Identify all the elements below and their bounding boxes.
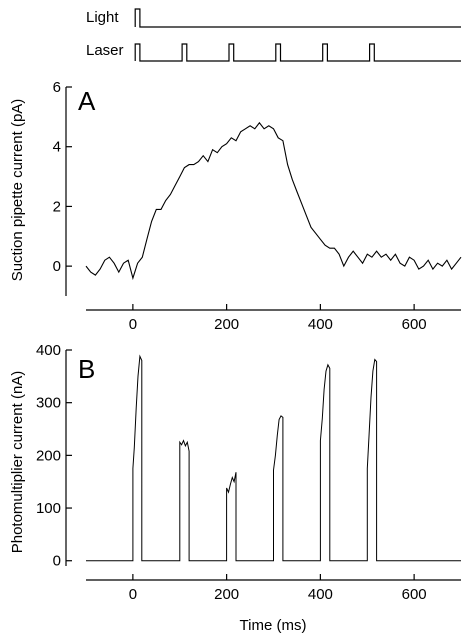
panel-a-y-tick-label: 0 — [53, 258, 61, 275]
panel-b-x-tick-label: 200 — [214, 586, 239, 603]
panel-b-y-tick-label: 400 — [36, 342, 61, 359]
panel-a-series-line — [85, 121, 462, 281]
light-stimulus-trace — [134, 8, 461, 28]
panel-b-series-line — [86, 354, 461, 562]
stimulus-panel: Light Laser — [86, 8, 461, 62]
panel-a-letter: A — [78, 86, 96, 116]
panel-b-axes: 0 100 200 300 400 0 200 400 600 — [36, 342, 461, 603]
panel-b-xlabel: Time (ms) — [240, 617, 307, 634]
panel-a-y-tick-label: 2 — [53, 198, 61, 215]
panel-a-x-tick-label: 400 — [308, 316, 333, 333]
panel-a: A Suction pipette current (pA) 0 2 4 6 0 200 4… — [9, 79, 462, 333]
panel-b-x-tick-label: 400 — [308, 586, 333, 603]
panel-b-y-tick-label: 0 — [53, 553, 61, 570]
laser-stimulus-trace — [134, 43, 461, 62]
panel-b-x-tick-label: 600 — [402, 586, 427, 603]
light-label: Light — [86, 9, 119, 26]
panel-a-ylabel: Suction pipette current (pA) — [9, 99, 26, 282]
panel-b-y-tick-label: 100 — [36, 500, 61, 517]
panel-a-y-tick-label: 6 — [53, 79, 61, 96]
panel-a-x-tick-label: 600 — [402, 316, 427, 333]
laser-label: Laser — [86, 42, 124, 59]
panel-b: B Photomultiplier current (nA) Time (ms)… — [9, 342, 461, 634]
panel-b-y-tick-label: 300 — [36, 395, 61, 412]
panel-a-y-tick-label: 4 — [53, 139, 61, 156]
panel-b-ylabel: Photomultiplier current (nA) — [9, 371, 26, 554]
panel-b-letter: B — [78, 354, 95, 384]
panel-b-x-tick-label: 0 — [129, 586, 137, 603]
panel-b-y-tick-label: 200 — [36, 447, 61, 464]
panel-a-axes: 0 2 4 6 0 200 400 600 — [53, 79, 461, 333]
panel-a-x-tick-label: 200 — [214, 316, 239, 333]
panel-a-x-tick-label: 0 — [129, 316, 137, 333]
